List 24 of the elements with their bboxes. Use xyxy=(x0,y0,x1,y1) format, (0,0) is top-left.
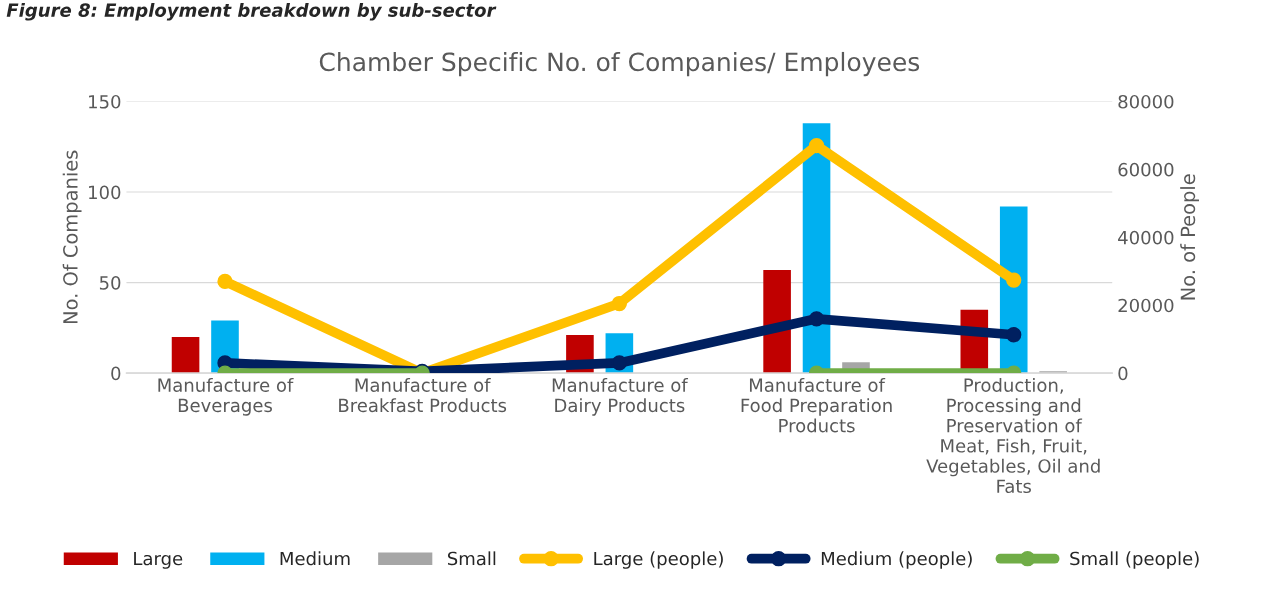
y-axis-title: No. Of Companies xyxy=(62,150,82,324)
x-tick-label: Production, Processing and Preservation of Meat, Fish, Fruit, Vegetables, Oil and Fats xyxy=(926,377,1100,494)
y2-tick-label: 20000 xyxy=(1118,298,1174,313)
y2-tick-label: 80000 xyxy=(1118,94,1174,109)
legend-label: Large xyxy=(134,551,183,569)
y2-axis-title: No. of People xyxy=(1180,174,1199,300)
y2-tick-label: 0 xyxy=(1118,366,1128,381)
legend-label: Small xyxy=(447,551,496,566)
y-tick-label: 100 xyxy=(89,185,121,200)
caption: Figure 8: Employment breakdown by sub-sector xyxy=(6,2,497,21)
x-tick-label: Manufacture of Beverages xyxy=(158,377,294,416)
y-tick-label: 0 xyxy=(111,366,121,381)
y2-tick-label: 40000 xyxy=(1118,230,1174,245)
legend-label: Large (people) xyxy=(594,551,723,569)
legend-label: Medium xyxy=(280,551,350,566)
y-tick-label: 150 xyxy=(89,94,121,109)
legend-label: Medium (people) xyxy=(821,551,972,569)
x-tick-label: Manufacture of Dairy Products xyxy=(552,377,689,416)
x-tick-label: Manufacture of Food Preparation Products xyxy=(741,377,892,433)
x-tick-label: Manufacture of Breakfast Products xyxy=(339,377,507,413)
legend-label: Small (people) xyxy=(1070,551,1199,569)
y2-tick-label: 60000 xyxy=(1118,162,1174,177)
chart-title: Chamber Specific No. of Companies/ Employees xyxy=(319,51,920,77)
y-tick-label: 50 xyxy=(99,276,121,290)
